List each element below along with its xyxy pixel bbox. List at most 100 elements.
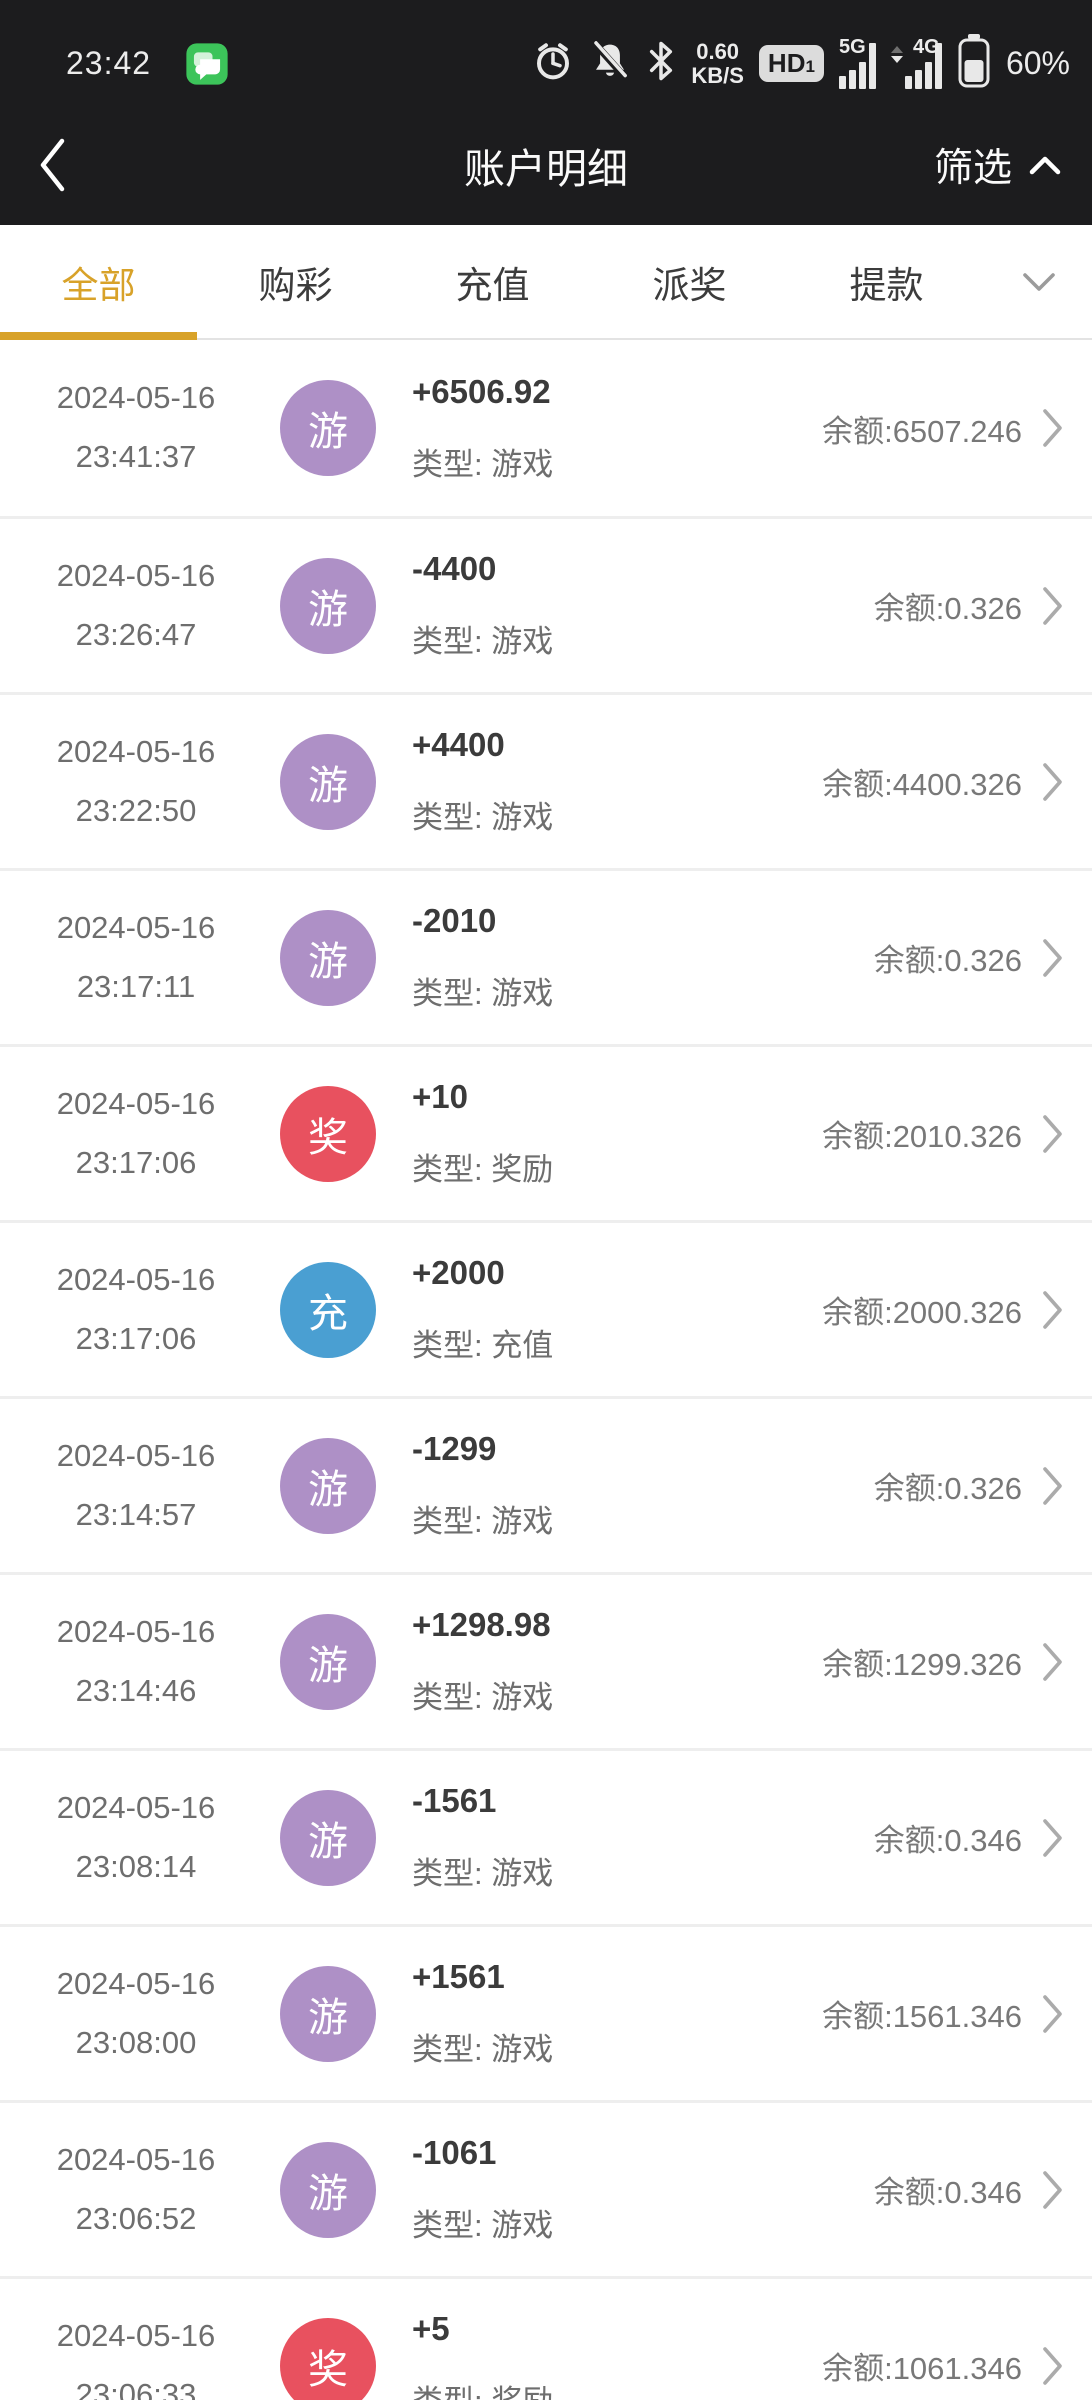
transaction-type: 类型: 游戏	[412, 1680, 554, 1715]
chevron-right-icon	[1043, 1818, 1062, 1857]
transaction-row[interactable]: 2024-05-16 23:06:33 奖 +5 类型: 奖励 余额:1061.…	[0, 2276, 1092, 2400]
transaction-amount: +5	[412, 2310, 450, 2347]
tab-withdraw[interactable]: 提款	[788, 225, 985, 338]
chevron-right-icon	[1043, 1642, 1062, 1681]
transaction-type: 类型: 充值	[412, 1328, 554, 1363]
data-activity-arrows	[890, 45, 903, 89]
transaction-type: 类型: 游戏	[412, 624, 554, 659]
transaction-amount: -1561	[412, 1782, 497, 1819]
chevron-right-icon	[1043, 586, 1062, 625]
tab-recharge[interactable]: 充值	[394, 225, 591, 338]
chevron-right-icon	[1043, 1466, 1062, 1505]
back-button[interactable]	[36, 136, 106, 194]
transaction-datetime: 2024-05-16 23:14:46	[20, 1603, 252, 1721]
transaction-type: 类型: 游戏	[412, 976, 554, 1011]
reward-category-icon: 奖	[280, 1085, 376, 1182]
status-bar: 23:42	[0, 0, 1092, 105]
transaction-amount: -4400	[412, 550, 497, 587]
tab-label: 充值	[455, 264, 530, 306]
tab-label: 提款	[849, 264, 924, 306]
reward-category-icon: 奖	[280, 2317, 376, 2400]
filter-button[interactable]: 筛选	[934, 137, 1062, 193]
transaction-amount: +2000	[412, 1254, 505, 1291]
transaction-balance: 余额:0.346	[873, 1823, 1022, 1858]
transaction-amount: +10	[412, 1078, 468, 1115]
transaction-datetime: 2024-05-16 23:06:52	[20, 2131, 252, 2249]
chevron-down-icon	[1022, 272, 1055, 291]
game-category-icon: 游	[280, 380, 376, 476]
transaction-time: 23:17:06	[75, 1320, 197, 1356]
transaction-amount: -2010	[412, 902, 497, 939]
transaction-date: 2024-05-16	[56, 557, 216, 593]
transaction-row[interactable]: 2024-05-16 23:22:50 游 +4400 类型: 游戏 余额:44…	[0, 692, 1092, 868]
transaction-time: 23:17:06	[75, 1144, 197, 1180]
transaction-datetime: 2024-05-16 23:17:11	[20, 899, 252, 1017]
transaction-time: 23:22:50	[75, 792, 197, 828]
chevron-up-icon	[1029, 156, 1061, 175]
transaction-row[interactable]: 2024-05-16 23:08:14 游 -1561 类型: 游戏 余额:0.…	[0, 1748, 1092, 1924]
tab-label: 全部	[61, 264, 136, 306]
chevron-right-icon	[1043, 762, 1062, 801]
game-category-icon: 游	[280, 733, 376, 830]
transaction-amount: +6506.92	[412, 372, 551, 410]
transaction-date: 2024-05-16	[56, 1437, 216, 1473]
transaction-balance: 余额:1299.326	[822, 1647, 1022, 1682]
network-speed: 0.60 KB/S	[691, 39, 744, 88]
transaction-type: 类型: 游戏	[412, 446, 554, 482]
mute-icon	[589, 40, 631, 87]
transaction-row[interactable]: 2024-05-16 23:26:47 游 -4400 类型: 游戏 余额:0.…	[0, 516, 1092, 692]
tab-label: 派奖	[652, 264, 727, 306]
tab-prize[interactable]: 派奖	[591, 225, 788, 338]
transaction-row[interactable]: 2024-05-16 23:41:37 游 +6506.92 类型: 游戏 余额…	[0, 340, 1092, 516]
game-category-icon: 游	[280, 1437, 376, 1534]
transaction-type: 类型: 游戏	[412, 1504, 554, 1539]
transaction-type: 类型: 奖励	[412, 2376, 553, 2400]
transaction-row[interactable]: 2024-05-16 23:06:52 游 -1061 类型: 游戏 余额:0.…	[0, 2100, 1092, 2276]
game-category-icon: 游	[280, 2141, 376, 2238]
transaction-datetime: 2024-05-16 23:17:06	[20, 1251, 252, 1369]
alarm-icon	[532, 40, 574, 87]
status-icons: 0.60 KB/S HD 1 5G 4G	[532, 34, 1070, 93]
transaction-row[interactable]: 2024-05-16 23:14:57 游 -1299 类型: 游戏 余额:0.…	[0, 1396, 1092, 1572]
chevron-right-icon	[1043, 2346, 1062, 2385]
transaction-date: 2024-05-16	[56, 2317, 216, 2353]
transaction-balance: 余额:2010.326	[822, 1119, 1022, 1154]
transaction-row[interactable]: 2024-05-16 23:17:06 充 +2000 类型: 充值 余额:20…	[0, 1220, 1092, 1396]
chevron-right-icon	[1043, 409, 1062, 447]
chevron-right-icon	[1043, 938, 1062, 977]
tabs-expand-button[interactable]	[985, 225, 1092, 338]
transaction-balance: 余额:4400.326	[822, 767, 1022, 802]
transaction-list: 2024-05-16 23:41:37 游 +6506.92 类型: 游戏 余额…	[0, 340, 1092, 2400]
transaction-row[interactable]: 2024-05-16 23:14:46 游 +1298.98 类型: 游戏 余额…	[0, 1572, 1092, 1748]
transaction-row[interactable]: 2024-05-16 23:08:00 游 +1561 类型: 游戏 余额:15…	[0, 1924, 1092, 2100]
transaction-balance: 余额:2000.326	[822, 1295, 1022, 1330]
transaction-balance: 余额:0.326	[873, 943, 1022, 978]
chevron-right-icon	[1043, 1994, 1062, 2033]
signal-5g-icon: 5G	[838, 36, 876, 89]
back-chevron-icon	[40, 138, 65, 192]
transaction-date: 2024-05-16	[56, 2141, 216, 2177]
transaction-row[interactable]: 2024-05-16 23:17:11 游 -2010 类型: 游戏 余额:0.…	[0, 868, 1092, 1044]
transaction-time: 23:17:11	[76, 968, 196, 1004]
tab-lottery[interactable]: 购彩	[197, 225, 394, 338]
transaction-balance: 余额:0.326	[873, 591, 1022, 626]
tab-all[interactable]: 全部	[0, 225, 197, 340]
chevron-right-icon	[1043, 1290, 1062, 1329]
signal-4g-icon: 4G	[890, 36, 942, 89]
transaction-type: 类型: 奖励	[412, 1152, 554, 1187]
transaction-time: 23:14:46	[75, 1672, 197, 1708]
recharge-category-icon: 充	[280, 1261, 376, 1358]
transaction-type: 类型: 游戏	[412, 800, 554, 835]
chevron-right-icon	[1043, 2170, 1062, 2209]
transaction-row[interactable]: 2024-05-16 23:17:06 奖 +10 类型: 奖励 余额:2010…	[0, 1044, 1092, 1220]
transaction-time: 23:26:47	[75, 616, 197, 652]
message-notification-icon	[185, 42, 229, 86]
transaction-time: 23:06:52	[75, 2200, 197, 2236]
transaction-amount: +4400	[412, 726, 505, 763]
app-header: 账户明细 筛选	[0, 105, 1092, 225]
transaction-date: 2024-05-16	[56, 380, 216, 416]
transaction-time: 23:14:57	[75, 1496, 197, 1532]
bluetooth-icon	[646, 40, 676, 87]
transaction-time: 23:08:00	[75, 2024, 197, 2060]
transaction-time: 23:41:37	[75, 439, 197, 474]
